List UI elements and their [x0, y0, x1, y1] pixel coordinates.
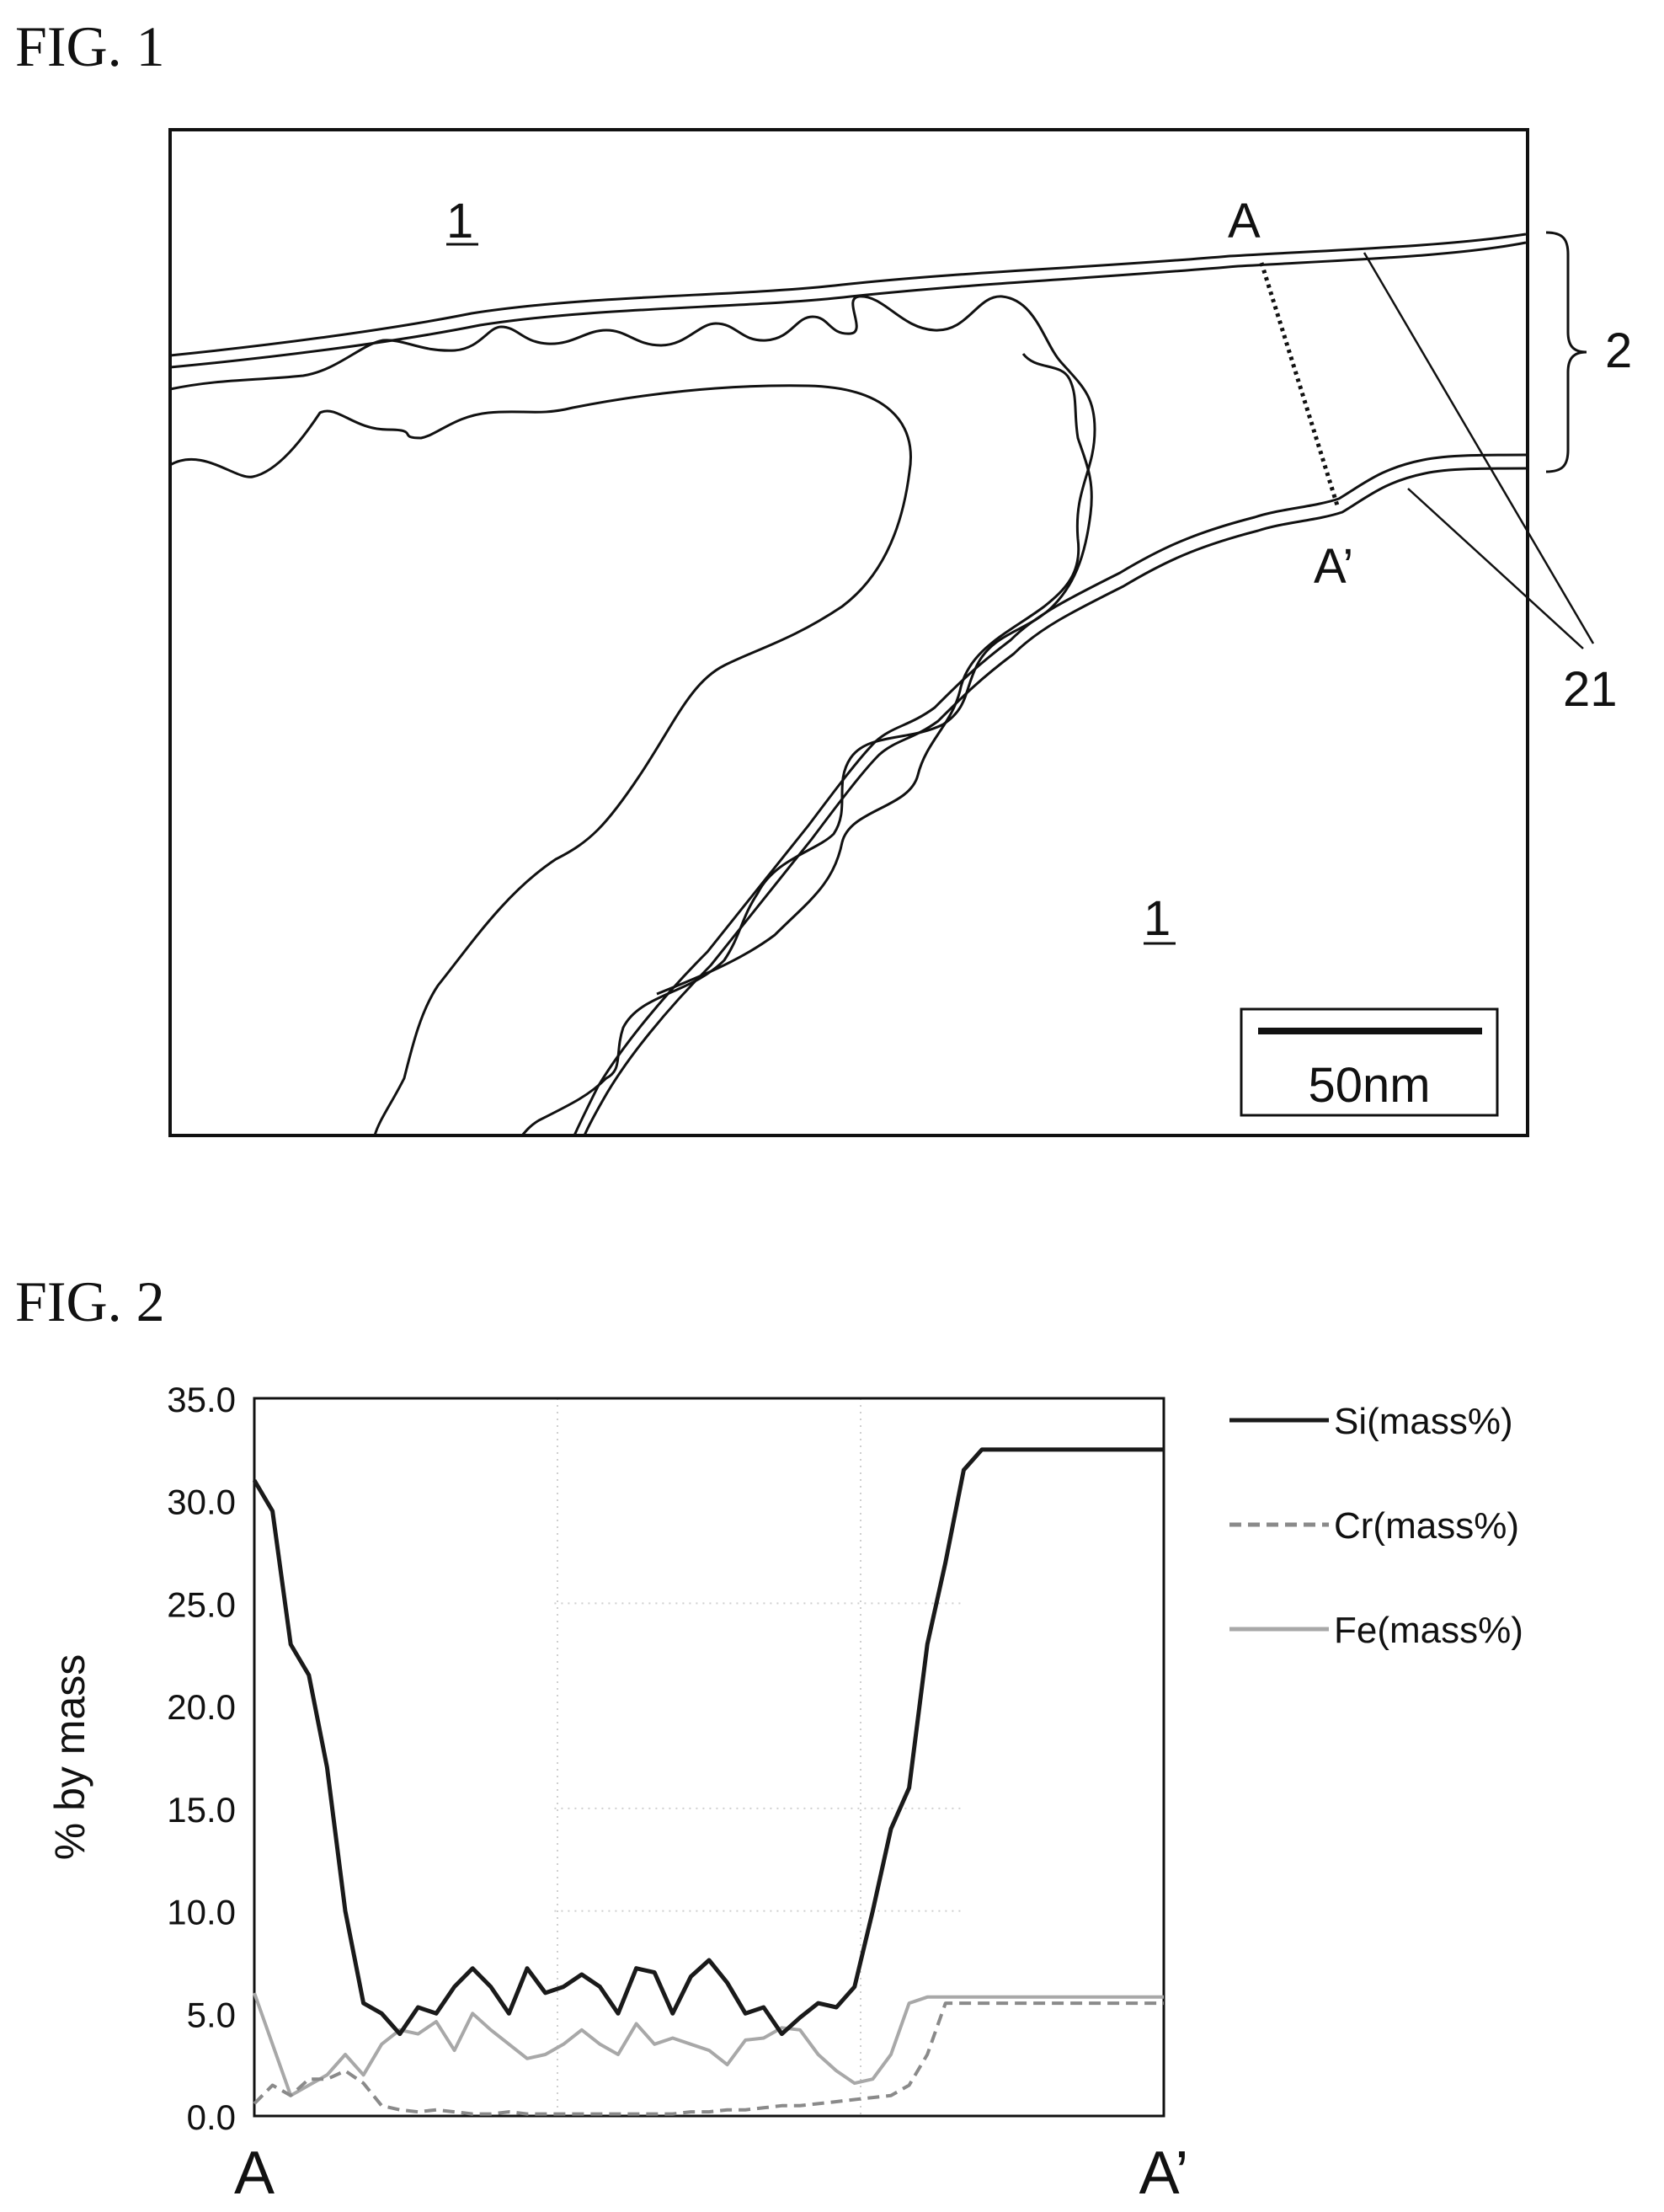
- scale-bar-box: [1240, 1007, 1499, 1117]
- upper-wavy-interface: [169, 295, 1096, 996]
- x-tick-label: A’: [1139, 2140, 1189, 2207]
- y-axis-label: % by mass: [46, 1654, 93, 1861]
- lower-film-line-2: [583, 467, 1527, 1136]
- label-point-a-prime: A’: [1314, 539, 1353, 594]
- upper-film-line-1: [169, 232, 1527, 357]
- y-tick-label: 15.0: [167, 1790, 236, 1830]
- fig1-frame: [168, 128, 1529, 1137]
- scale-bar: 50nm: [1240, 1007, 1499, 1117]
- middle-grain-boundary: [520, 353, 1093, 1136]
- x-axis-tick-labels: A A’: [234, 2140, 1188, 2207]
- series-line-si: [252, 1447, 1164, 2037]
- fig1-micrograph-sketch: 1 1 A A’ 2 21 50nm: [168, 128, 1632, 1137]
- y-tick-label: 20.0: [167, 1687, 236, 1727]
- layer-2-brace: [1545, 231, 1587, 473]
- y-tick-label: 30.0: [167, 1483, 236, 1522]
- fig1-title: FIG. 1: [15, 14, 165, 78]
- label-region-top: 1: [446, 194, 473, 248]
- measurement-line-a-a-prime: [1259, 262, 1340, 506]
- legend-label: Fe(mass%): [1334, 1610, 1523, 1651]
- series-line-fe: [253, 1992, 1164, 2097]
- inner-grain-contour: [169, 384, 912, 1136]
- leader-line-21-upper: [1363, 252, 1595, 644]
- x-tick-label: A: [234, 2140, 275, 2207]
- chart-gridlines: [554, 1398, 964, 2116]
- y-tick-label: 10.0: [167, 1893, 236, 1932]
- upper-film-line-2: [169, 241, 1527, 369]
- legend-label: Cr(mass%): [1334, 1505, 1519, 1547]
- y-tick-label: 5.0: [187, 1995, 236, 2034]
- chart-series: [252, 1447, 1164, 2116]
- legend-label: Si(mass%): [1334, 1401, 1513, 1442]
- y-tick-label: 25.0: [167, 1584, 236, 1624]
- y-tick-label: 0.0: [187, 2097, 236, 2137]
- fig2-title: FIG. 2: [15, 1269, 165, 1333]
- scale-bar-label: 50nm: [1308, 1058, 1430, 1113]
- label-region-bottom: 1: [1144, 891, 1171, 946]
- label-layer-2: 2: [1605, 323, 1632, 378]
- leader-line-21-lower: [1407, 488, 1584, 649]
- series-line-cr: [253, 2001, 1164, 2116]
- y-axis-tick-labels: 0.0 5.0 10.0 15.0 20.0 25.0 30.0 35.0: [167, 1380, 236, 2137]
- plot-area-frame: [253, 1397, 1165, 2118]
- label-film-21: 21: [1563, 662, 1618, 717]
- label-point-a: A: [1228, 194, 1261, 248]
- fig2-line-chart: 0.0 5.0 10.0 15.0 20.0 25.0 30.0 35.0 % by mass…: [46, 1380, 1523, 2207]
- chart-legend: Si(mass%) Cr(mass%) Fe(mass%): [1229, 1401, 1523, 1651]
- lower-film-line-1: [573, 453, 1527, 1136]
- y-tick-label: 35.0: [167, 1380, 236, 1419]
